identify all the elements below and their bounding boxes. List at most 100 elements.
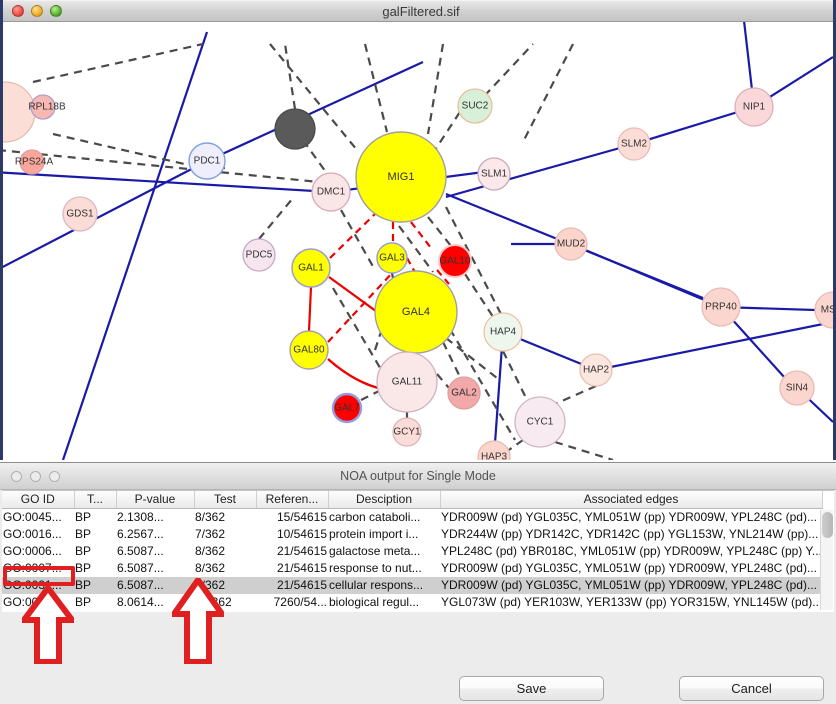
node-SUC2[interactable]	[457, 88, 493, 124]
cell-description: response to nut...	[329, 560, 422, 575]
cell-description: protein import i...	[329, 526, 419, 541]
minimize-button-icon[interactable]	[31, 5, 43, 17]
network-graph-canvas[interactable]: RPL18B RPS24A GDS1 PDC1 PDC5 DMC1 SUC2 M…	[3, 22, 833, 460]
cell-reference: 21/54615	[276, 560, 327, 575]
results-table-container[interactable]: GO ID T... P-value Test Referen... Desci…	[2, 490, 834, 612]
cell-go-id: GO:0065...	[3, 594, 62, 609]
node-PRP40[interactable]	[701, 287, 741, 327]
node-GAL2[interactable]	[447, 376, 481, 410]
node-RPL18B[interactable]	[30, 94, 56, 120]
column-header-p-value[interactable]: P-value	[116, 491, 195, 509]
node-GAL1[interactable]	[291, 248, 331, 288]
results-table-header: GO ID T... P-value Test Referen... Desci…	[2, 491, 823, 509]
node-CYC1[interactable]	[514, 396, 566, 448]
column-header-associated-edges[interactable]: Associated edges	[440, 491, 823, 509]
table-row[interactable]: GO:0031... BP 1.3324... 11/362 105/546..…	[2, 611, 822, 613]
dialog-titlebar: NOA output for Single Mode	[0, 463, 836, 490]
cell-test: 8/362	[195, 543, 226, 558]
cell-p-value: 1.3324...	[116, 611, 194, 613]
cell-p-value: 6.5087...	[117, 560, 164, 575]
cell-go-id: GO:0006...	[3, 543, 62, 558]
cell-go-id: GO:0031...	[2, 576, 74, 594]
window-traffic-lights[interactable]	[12, 5, 62, 17]
cell-edges: YDR244W (pp) YDR142C, YDR142C (pp) YGL15…	[441, 526, 819, 541]
cell-go-id: GO:0007...	[3, 560, 62, 575]
noa-output-dialog: NOA output for Single Mode GO ID T... P-…	[0, 462, 836, 704]
column-header-reference[interactable]: Referen...	[256, 491, 329, 509]
column-header-go-id[interactable]: GO ID	[2, 491, 75, 509]
cell-test: 8/362	[195, 509, 226, 524]
scrollbar-thumb[interactable]	[822, 512, 833, 538]
cell-type: BP	[75, 560, 92, 575]
table-row[interactable]: GO:0016... BP 6.2567... 7/362 10/54615 p…	[2, 526, 822, 543]
cell-reference: 21/54615	[256, 576, 328, 594]
close-button-icon[interactable]	[12, 5, 24, 17]
node-RPS24A[interactable]	[19, 149, 45, 175]
node-MSL5[interactable]	[814, 291, 833, 329]
network-window: RPL18B RPS24A GDS1 PDC1 PDC5 DMC1 SUC2 M…	[0, 0, 836, 460]
dialog-button-row: Save Cancel	[0, 663, 836, 704]
zoom-button-icon[interactable]	[50, 5, 62, 17]
save-button[interactable]: Save	[459, 676, 604, 701]
results-table-scrollbar[interactable]	[820, 510, 833, 610]
cell-reference: 105/546...	[256, 611, 328, 613]
window-title: galFiltered.sif	[382, 4, 460, 19]
node-SIN4[interactable]	[779, 370, 815, 406]
table-row-selected[interactable]: GO:0031... BP 6.5087... 8/362 21/54615 c…	[2, 576, 822, 594]
node-MUD2[interactable]	[554, 227, 588, 261]
node-SLM2[interactable]	[617, 127, 651, 161]
node-NIP1[interactable]	[734, 87, 774, 127]
cell-p-value: 8.0614...	[117, 594, 164, 609]
node-HAP3[interactable]	[477, 440, 511, 460]
cell-type: BP	[74, 576, 116, 594]
results-table-body: GO:0045... BP 2.1308... 8/362 15/54615 c…	[2, 508, 822, 612]
node-GAL80[interactable]	[289, 330, 329, 370]
node-GDS1[interactable]	[62, 196, 98, 232]
cell-p-value: 2.1308...	[117, 509, 164, 524]
cell-edges: YDR009W (pd) YGL035C, YML051W (pp) YDR00…	[440, 576, 822, 594]
node-unlabeled-gray[interactable]	[274, 108, 316, 150]
node-HAP4[interactable]	[483, 312, 523, 352]
node-GAL4[interactable]	[374, 270, 458, 354]
column-header-type[interactable]: T...	[74, 491, 117, 509]
table-row[interactable]: GO:0065... BP 8.0614... 94/362 7260/54..…	[2, 594, 822, 611]
cell-go-id: GO:0031...	[2, 611, 74, 613]
node-PDC1[interactable]	[188, 142, 226, 180]
dialog-title: NOA output for Single Mode	[340, 469, 496, 483]
cell-edges: YDR009W (pd) YGL035C, YML051W (pp) YDR00…	[441, 509, 817, 524]
node-GCY1[interactable]	[392, 417, 422, 447]
cell-type: BP	[75, 594, 92, 609]
cell-test: 11/362	[194, 611, 256, 613]
node-MIG1[interactable]	[355, 131, 447, 223]
node-GAL3[interactable]	[376, 242, 408, 274]
node-GAL10[interactable]	[438, 244, 472, 278]
cell-go-id: GO:0045...	[3, 509, 62, 524]
column-header-desciption[interactable]: Desciption	[328, 491, 441, 509]
node-GAL7[interactable]	[331, 392, 363, 424]
dialog-zoom-button-icon[interactable]	[49, 471, 60, 482]
node-GAL11[interactable]	[376, 351, 438, 413]
cancel-button[interactable]: Cancel	[679, 676, 824, 701]
table-row[interactable]: GO:0045... BP 2.1308... 8/362 15/54615 c…	[2, 508, 822, 526]
cell-description: galactose meta...	[329, 543, 421, 558]
node-DMC1[interactable]	[311, 172, 351, 212]
cell-test: 8/362	[194, 576, 256, 594]
table-row[interactable]: GO:0007... BP 6.5087... 8/362 21/54615 r…	[2, 560, 822, 577]
table-row[interactable]: GO:0006... BP 6.5087... 8/362 21/54615 g…	[2, 543, 822, 560]
node-HAP2[interactable]	[579, 353, 613, 387]
dialog-traffic-lights[interactable]	[11, 471, 60, 482]
results-table: GO ID T... P-value Test Referen... Desci…	[2, 491, 823, 612]
dialog-close-button-icon[interactable]	[11, 471, 22, 482]
cell-type: BP	[75, 526, 92, 541]
column-header-test[interactable]: Test	[194, 491, 257, 509]
cell-edges: YFR034C (pd) YBR093C, YDR009W (pd) YGL03…	[440, 611, 822, 613]
network-graph-svg[interactable]: RPL18B RPS24A GDS1 PDC1 PDC5 DMC1 SUC2 M…	[3, 22, 833, 460]
dialog-minimize-button-icon[interactable]	[30, 471, 41, 482]
window-titlebar: galFiltered.sif	[3, 0, 833, 22]
cell-p-value: 6.5087...	[117, 543, 164, 558]
node-unlabeled-left[interactable]	[3, 81, 36, 143]
node-PDC5[interactable]	[242, 238, 276, 272]
cell-description: response to nut...	[328, 611, 440, 613]
node-SLM1[interactable]	[477, 157, 511, 191]
